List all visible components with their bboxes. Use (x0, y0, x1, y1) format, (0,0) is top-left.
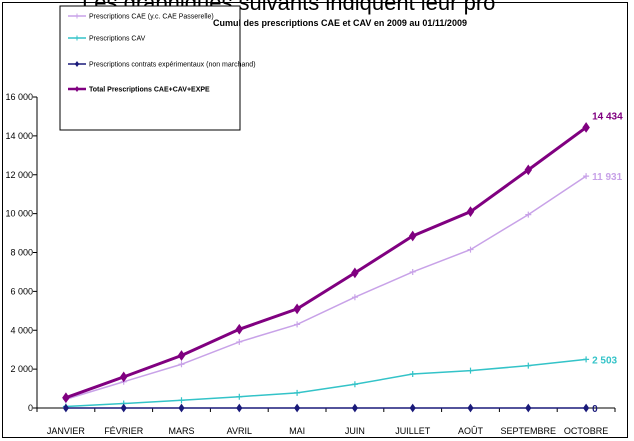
x-tick-label: JANVIER (47, 426, 86, 436)
data-point (177, 350, 186, 361)
data-point (351, 267, 359, 279)
y-tick-label: 12 000 (5, 170, 33, 180)
x-tick-label: AVRIL (227, 426, 252, 436)
legend-marker (74, 61, 80, 67)
x-tick-label: FÉVRIER (104, 426, 144, 436)
data-point (294, 389, 301, 396)
legend-label: Prescriptions CAV (89, 36, 146, 43)
legend-item: Total Prescriptions CAE+CAV+EXPE (68, 86, 210, 94)
data-point (583, 356, 590, 363)
legend-item: Prescriptions contrats expérimentaux (no… (68, 61, 256, 69)
y-tick-label: 6 000 (10, 286, 33, 296)
data-point (62, 403, 69, 413)
y-tick-label: 0 (28, 403, 33, 413)
end-value-label: 11 931 (592, 172, 622, 183)
chart-series: 11 931 2 503 0 14 434 (62, 111, 623, 415)
data-point (467, 403, 474, 413)
end-value-label: 14 434 (592, 111, 623, 122)
x-tick-label: JUILLET (395, 426, 431, 436)
data-point (525, 211, 532, 218)
data-point (409, 403, 416, 413)
data-point (236, 403, 243, 413)
end-value-label: 0 (592, 404, 598, 415)
data-point (524, 164, 533, 176)
data-point (582, 122, 590, 133)
data-point (119, 371, 128, 383)
legend-marker (74, 13, 80, 19)
legend-label: Prescriptions contrats expérimentaux (no… (89, 62, 256, 69)
data-point (351, 403, 358, 413)
chart-axes: 0 2 000 4 000 6 000 8 000 10 000 12 000 14 000 1… (5, 92, 616, 436)
data-point (409, 268, 416, 275)
legend-label: Total Prescriptions CAE+CAV+EXPE (89, 87, 210, 94)
legend-item: Prescriptions CAV (68, 35, 146, 43)
data-point (583, 403, 590, 413)
data-point (235, 323, 244, 335)
data-point (293, 303, 301, 315)
data-point (467, 367, 474, 374)
legend-box (59, 5, 241, 131)
x-tick-label: SEPTEMBRE (501, 426, 557, 436)
series-line (65, 358, 587, 408)
data-point (294, 403, 301, 413)
legend-item: Prescriptions CAE (y.c. CAE Passerelle) (68, 13, 214, 21)
y-tick-label: 10 000 (5, 209, 33, 219)
legend-marker (74, 86, 80, 92)
end-value-label: 2 503 (592, 355, 617, 366)
series-2: 2 503 (62, 355, 618, 410)
data-point (467, 246, 474, 253)
data-point (351, 381, 358, 388)
data-point (351, 294, 358, 301)
data-point (409, 370, 416, 377)
series-line (65, 126, 587, 400)
chart-legend: Prescriptions CAE (y.c. CAE Passerelle) P… (59, 5, 256, 131)
data-point (178, 361, 185, 368)
legend-label: Prescriptions CAE (y.c. CAE Passerelle) (89, 14, 214, 21)
data-point (583, 173, 590, 180)
data-point (178, 403, 185, 413)
legend-marker (74, 35, 80, 41)
x-tick-label: OCTOBRE (564, 426, 608, 436)
data-point (525, 403, 532, 413)
series-1: 11 931 (62, 172, 623, 403)
y-tick-label: 8 000 (10, 248, 33, 258)
data-point (178, 397, 185, 404)
x-tick-label: AOÛT (458, 426, 484, 436)
y-tick-label: 2 000 (10, 364, 33, 374)
data-point (236, 393, 243, 400)
data-point (62, 392, 70, 404)
data-point (466, 206, 475, 218)
chart-frame (2, 2, 628, 438)
data-point (236, 338, 243, 345)
y-tick-label: 14 000 (5, 131, 33, 141)
x-tick-label: MARS (168, 426, 194, 436)
y-tick-label: 16 000 (5, 92, 33, 102)
x-tick-label: JUIN (345, 426, 365, 436)
data-point (120, 403, 127, 413)
x-tick-label: MAI (289, 426, 305, 436)
data-point (294, 321, 301, 328)
y-tick-label: 4 000 (10, 325, 33, 335)
chart-title: Cumul des prescriptions CAE et CAV en 20… (213, 18, 467, 28)
series-line (65, 175, 587, 400)
data-point (408, 230, 417, 242)
series-4: 14 434 (62, 111, 623, 404)
data-point (525, 362, 532, 369)
series-3: 0 (62, 403, 598, 415)
